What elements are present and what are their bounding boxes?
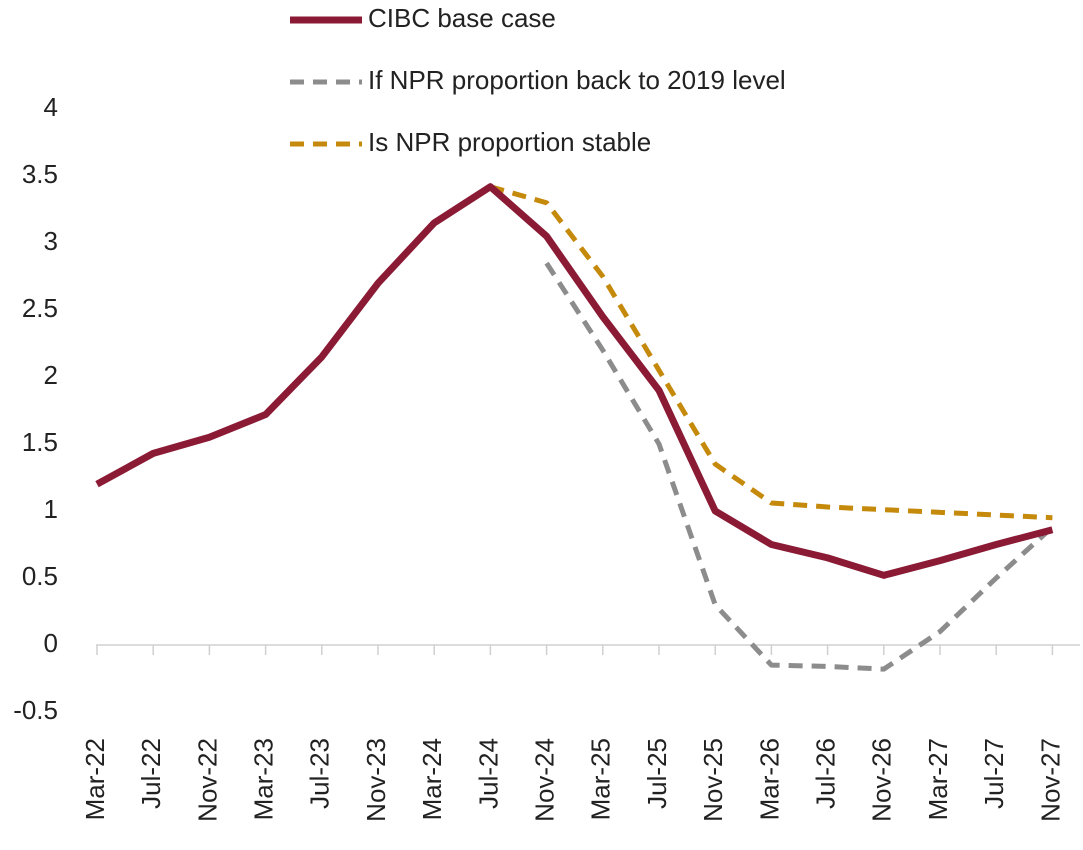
x-tick-label: Jul-23: [305, 738, 335, 809]
x-tick-label: Nov-22: [192, 738, 222, 822]
series-line: [544, 261, 1055, 672]
legend-label: CIBC base case: [368, 3, 556, 33]
y-tick-label: 0.5: [22, 561, 58, 591]
y-tick-label: -0.5: [13, 695, 58, 725]
y-tick-label: 1: [44, 494, 58, 524]
x-tick-label: Jul-22: [136, 738, 166, 809]
x-tick-label: Nov-24: [529, 738, 559, 822]
x-tick-label: Jul-25: [642, 738, 672, 809]
y-tick-label: 2: [44, 360, 58, 390]
x-tick-label: Mar-27: [923, 738, 953, 820]
x-tick-label: Mar-24: [417, 738, 447, 820]
series-line: [489, 184, 1053, 521]
legend-label: If NPR proportion back to 2019 level: [368, 65, 786, 95]
y-tick-label: 4: [44, 92, 58, 122]
series-line: [95, 183, 1054, 579]
x-tick-label: Nov-27: [1035, 738, 1065, 822]
x-tick-label: Jul-27: [979, 738, 1009, 809]
x-tick-label: Nov-26: [867, 738, 897, 822]
x-tick-label: Nov-25: [698, 738, 728, 822]
x-tick-label: Mar-25: [586, 738, 616, 820]
y-tick-label: 2.5: [22, 293, 58, 323]
y-tick-label: 3: [44, 226, 58, 256]
y-tick-label: 1.5: [22, 427, 58, 457]
x-tick-label: Jul-26: [810, 738, 840, 809]
x-tick-label: Mar-23: [248, 738, 278, 820]
y-tick-label: 3.5: [22, 159, 58, 189]
x-tick-label: Nov-23: [361, 738, 391, 822]
legend-label: Is NPR proportion stable: [368, 127, 651, 157]
x-tick-label: Jul-24: [473, 738, 503, 809]
x-tick-label: Mar-26: [754, 738, 784, 820]
y-tick-label: 0: [44, 628, 58, 658]
x-tick-label: Mar-22: [80, 738, 110, 820]
